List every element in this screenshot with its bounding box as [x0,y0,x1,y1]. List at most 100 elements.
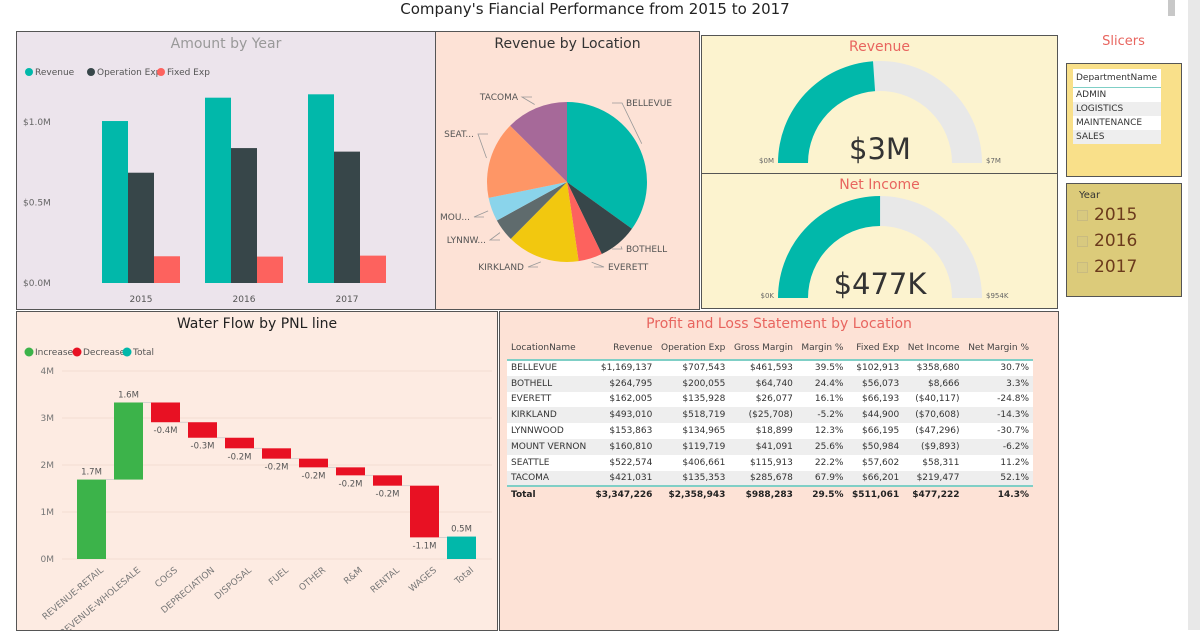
column-header[interactable]: Net Margin % [963,337,1033,361]
table-cell: $66,201 [862,472,900,483]
checkbox[interactable] [1077,209,1088,221]
total-cell: $511,061 [847,485,904,503]
bar-chart: Revenue Operation Exp Fixed Exp $0.0M $0.5M $… [23,68,386,305]
table-cell: $461,593 [749,363,793,374]
bar-revenue-2017 [308,94,334,283]
legend-marker [87,68,95,76]
table-cell: $493,010 [609,410,653,421]
table-cell: $135,928 [682,394,726,405]
table-row: BELLEVUE $1,169,137 $707,543 $461,593 39.5% $… [507,360,1033,376]
x-tick-label: 2016 [233,295,256,305]
legend-marker [157,68,165,76]
total-cell: $988,283 [729,485,797,503]
table-cell: 11.2% [1000,457,1029,468]
data-label: -0.2M [228,452,252,462]
waterfall-bar-revenueretail [77,479,106,559]
column-header[interactable]: Net Income [903,337,964,361]
column-header[interactable]: Fixed Exp [847,337,904,361]
table-cell: MOUNT VERNON [511,441,587,452]
table-cell: $358,680 [916,363,960,374]
waterfall-bar-depreciation [188,422,217,438]
table-cell: $102,913 [856,363,900,374]
column-header[interactable]: Operation Exp [656,337,730,361]
table-cell: 3.3% [1006,378,1029,389]
checkbox[interactable] [1077,235,1088,247]
leader-line [612,102,643,144]
waterfall-bar-disposal [225,437,254,449]
total-cell: $477,222 [903,485,964,503]
legend-marker [72,347,82,357]
year-label: 2017 [1094,257,1138,277]
table-cell: BOTHELL [511,378,553,389]
total-cell: 14.3% [963,485,1033,503]
year-label: 2016 [1094,231,1138,251]
table-cell: $134,965 [682,426,726,437]
total-cell: $3,347,226 [590,485,657,503]
column-header[interactable]: LocationName [507,337,591,361]
data-label: -0.2M [302,471,326,481]
table-row: SEATTLE $522,574 $406,661 $115,913 22.2% $57,… [507,454,1033,471]
table-cell: -24.8% [997,394,1029,405]
scrollbar-track[interactable] [1188,0,1200,630]
pie-slice-everett [567,182,602,262]
table-cell: 24.4% [814,378,844,389]
data-label: -0.4M [154,426,178,436]
table-cell: $57,602 [862,457,900,468]
column-header[interactable]: Revenue [590,337,657,361]
table-cell: $160,810 [609,441,653,452]
slicer-header: DepartmentName [1073,69,1161,88]
department-option[interactable]: LOGISTICS [1073,102,1161,116]
data-label: -1.1M [413,541,437,551]
table-cell: $8,666 [928,378,960,389]
table-cell: $58,311 [922,457,960,468]
pie-label: MOU... [440,213,470,223]
dashboard-title: Company's Fiancial Performance from 2015… [400,0,790,18]
checkbox[interactable] [1077,261,1088,273]
legend-marker [24,347,34,357]
legend-marker [25,68,33,76]
bar-operation-exp-2016 [231,148,257,283]
year-option[interactable]: 2015 [1077,205,1181,225]
x-tick-label: Total [453,566,476,588]
y-tick-label: $0.5M [23,199,51,209]
amount-by-year-panel: Amount by Year Revenue Operation Exp Fixed… [16,31,436,310]
waterfall-bar-fuel [262,448,291,459]
waterfall-bar-rm [336,467,365,476]
revenue-by-location-panel: Revenue by Location BELLEVUE BOTHELL EVERE… [435,31,700,310]
x-tick-label: REVENUE-RETAIL [41,566,106,623]
pie-slice-lynnw [496,182,567,239]
department-option[interactable]: SALES [1073,130,1161,144]
y-tick-label: $0.0M [23,279,51,289]
pie-label: TACOMA [479,93,519,103]
column-header[interactable]: Gross Margin [729,337,797,361]
year-option[interactable]: 2016 [1077,231,1181,251]
table-row: EVERETT $162,005 $135,928 $26,077 16.1% $66,1… [507,391,1033,408]
table-cell: ($9,893) [921,441,960,452]
table-cell: $200,055 [682,378,726,389]
table-cell: $518,719 [682,410,726,421]
department-option[interactable]: ADMIN [1076,90,1107,100]
scrollbar-thumb[interactable] [1168,0,1175,16]
table-cell: $162,005 [609,394,653,405]
waterfall-chart: Increase Decrease Total 0M 1M 2M 3M 4M 1.7M REVEN… [24,347,492,630]
table-cell: $56,073 [862,378,900,389]
x-tick-label: R&M [342,566,365,587]
table-cell: -6.2% [1002,441,1029,452]
leader-line [520,96,535,105]
table-cell: 22.2% [814,457,844,468]
table-title: Profit and Loss Statement by Location [646,316,912,332]
bar-fixed-exp-2015 [154,256,180,283]
gauge-title: Revenue [849,39,910,55]
data-label: 1.6M [118,390,139,400]
gauge-fill [778,196,881,298]
column-header[interactable]: Margin % [796,337,848,361]
table-cell: -14.3% [997,410,1029,421]
gauge-value: $477K [834,267,928,301]
year-option[interactable]: 2017 [1077,257,1181,277]
table-cell: $153,863 [609,426,653,437]
table-cell: $707,543 [682,363,726,374]
table-cell: $406,661 [682,457,726,468]
department-option[interactable]: MAINTENANCE [1076,118,1143,128]
waterflow-panel: Water Flow by PNL line Increase Decrease T… [16,311,498,631]
table-row: TACOMA $421,031 $135,353 $285,678 67.9% $66,2… [507,470,1033,487]
